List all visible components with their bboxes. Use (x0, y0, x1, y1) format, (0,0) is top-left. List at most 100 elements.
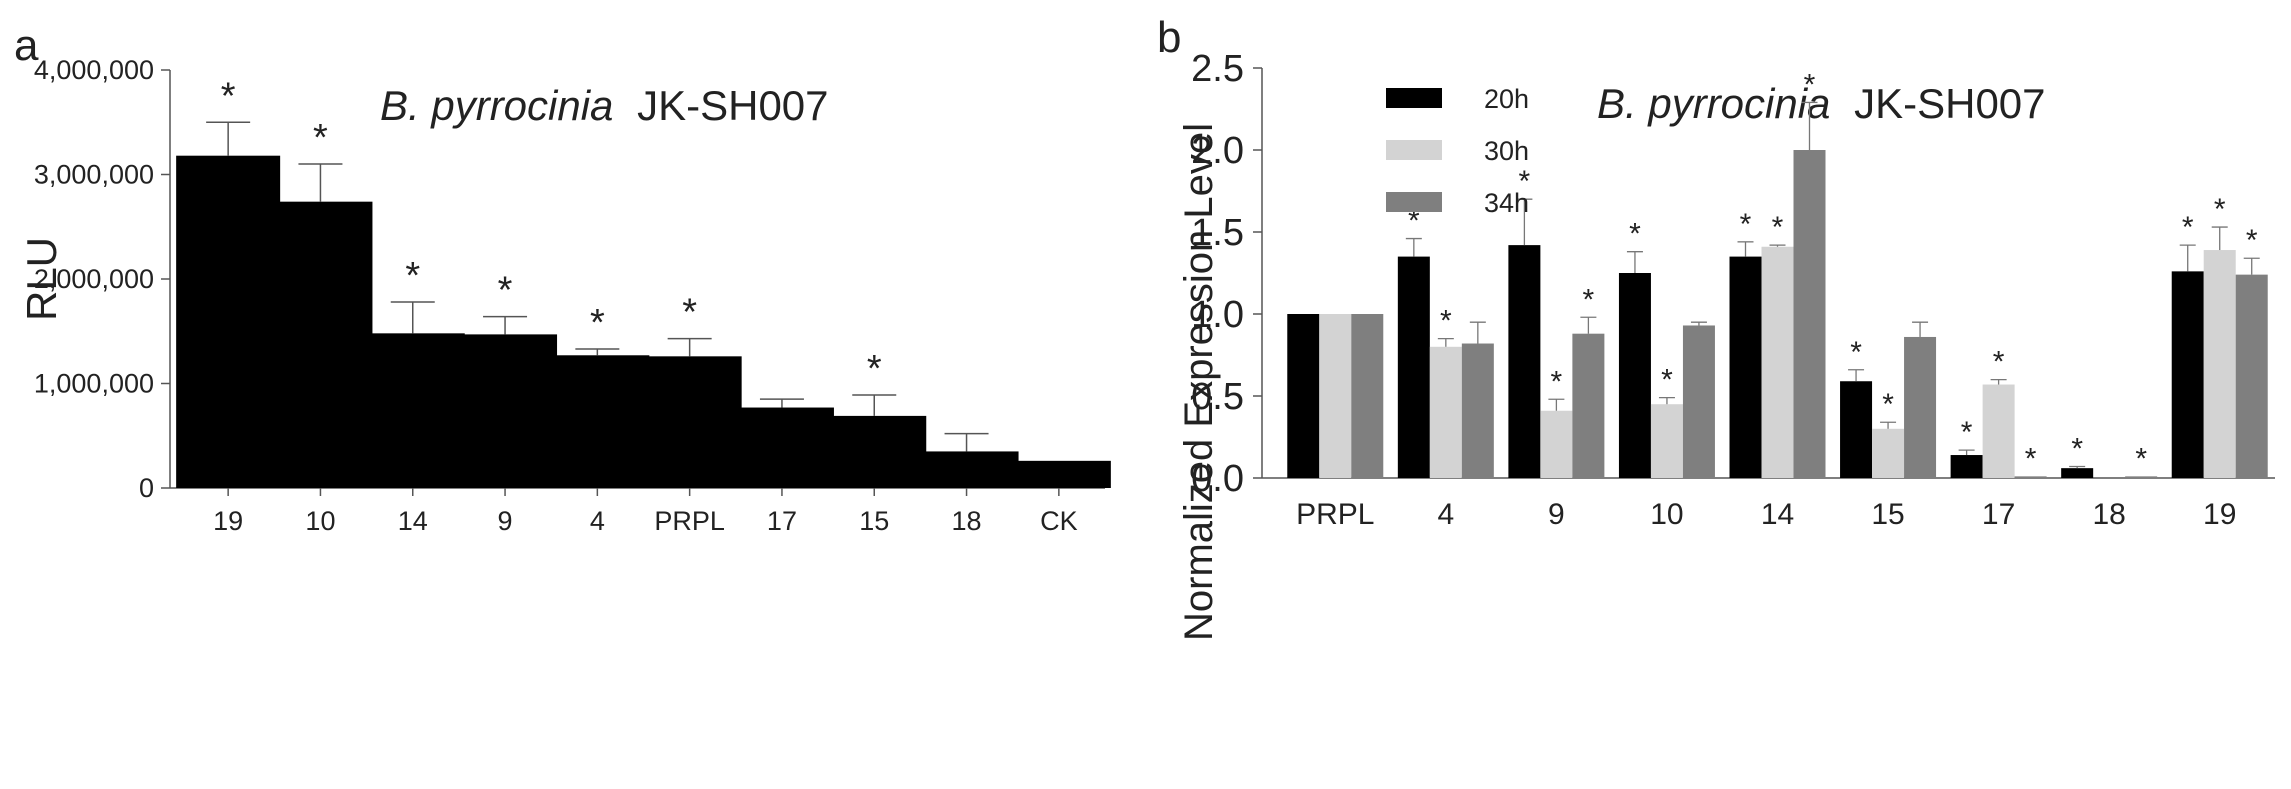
chart-b-significance-marker: * (1804, 68, 1816, 101)
chart-b-significance-marker: * (1408, 205, 1420, 238)
chart-a-significance-marker: * (682, 292, 697, 334)
chart-b-bar-34h (1904, 336, 1937, 478)
chart-b-x-tick-label: 19 (2203, 498, 2236, 531)
chart-b-legend-label: 20h (1484, 84, 1529, 114)
chart-a-x-tick-label: 15 (859, 506, 889, 536)
chart-a-bar (453, 334, 558, 488)
chart-b-significance-marker: * (2246, 224, 2258, 257)
chart-a-y-tick-label: 3,000,000 (34, 160, 154, 190)
chart-b-bar-34h (1461, 343, 1494, 478)
chart-b-title-italic: B. pyrrocinia (1597, 80, 1830, 127)
chart-a-significance-marker: * (867, 348, 882, 390)
chart-b-bar-30h (1319, 314, 1352, 478)
chart-b-significance-marker: * (1661, 364, 1673, 397)
chart-a-bar (360, 333, 465, 488)
chart-b-significance-marker: * (1629, 218, 1641, 251)
chart-b-legend-swatch-34h (1386, 192, 1442, 212)
chart-b-bar-30h (1761, 246, 1794, 478)
chart-b-bar-34h (1682, 325, 1715, 478)
chart-b-significance-marker: * (2135, 442, 2147, 475)
chart-b-bar-30h (1429, 346, 1462, 478)
chart-a-x-tick-label: 14 (398, 506, 428, 536)
chart-a-bar (1006, 460, 1111, 488)
chart-a-title-italic: B. pyrrocinia (380, 82, 613, 129)
chart-b-significance-marker: * (2214, 193, 2226, 226)
chart-b-bar-34h (2014, 476, 2047, 478)
chart-a-bar (822, 415, 927, 488)
chart-a-y-tick-label: 1,000,000 (34, 369, 154, 399)
chart-b-legend-swatch-20h (1386, 88, 1442, 108)
chart-a-bar (914, 451, 1019, 488)
chart-b-bar-34h (2125, 476, 2158, 478)
chart-a-x-tick-label: 18 (952, 506, 982, 536)
chart-b-y-tick-label: 1.5 (1191, 212, 1244, 254)
chart-b-x-tick-label: 18 (2092, 498, 2125, 531)
chart-a-bar (729, 407, 834, 488)
chart-b-significance-marker: * (1993, 346, 2005, 379)
chart-b-bar-20h (2061, 468, 2094, 478)
chart-b-significance-marker: * (1583, 283, 1595, 316)
chart-b-legend-swatch-30h (1386, 140, 1442, 160)
chart-a-x-tick-label: 10 (305, 506, 335, 536)
chart-b-x-tick-label: 10 (1650, 498, 1683, 531)
chart-a-significance-marker: * (221, 75, 236, 117)
chart-b-x-tick-label: 9 (1548, 498, 1565, 531)
chart-a-ticks: 0 1,000,000 2,000,000 3,000,000 4,000,000 19 1… (34, 55, 1078, 536)
panel-label-b: b (1157, 13, 1181, 62)
chart-b-title-rest: JK-SH007 (1854, 80, 2045, 127)
chart-b-bar-30h (2203, 250, 2236, 478)
chart-b-ticks: 0.0 0.5 1.0 1.5 2.0 2.5 PRPL 4 9 10 14 15 17 18 19 (1191, 48, 2236, 531)
chart-b-x-tick-label: PRPL (1296, 498, 1374, 531)
chart-b-x-tick-label: 17 (1982, 498, 2015, 531)
chart-a-significance-marker: * (498, 270, 513, 312)
chart-a-bars: * * * * * * * (176, 75, 1111, 489)
chart-b-bar-34h (2235, 274, 2268, 478)
chart-b-bar-30h (1650, 404, 1683, 478)
chart-b-bar-30h (1872, 428, 1905, 478)
chart-b-bar-30h (1540, 410, 1573, 478)
chart-b-x-tick-label: 15 (1871, 498, 1904, 531)
chart-b-significance-marker: * (1961, 416, 1973, 449)
chart-b-title: B. pyrrocinia JK-SH007 (1597, 80, 2046, 127)
chart-a-title: B. pyrrocinia JK-SH007 (380, 82, 829, 129)
chart-b-significance-marker: * (1882, 388, 1894, 421)
chart-b-significance-marker: * (1772, 211, 1784, 244)
chart-a-x-tick-label: 9 (498, 506, 513, 536)
chart-b-x-tick-label: 14 (1761, 498, 1794, 531)
chart-b-significance-marker: * (1740, 208, 1752, 241)
chart-b-y-tick-label: 1.0 (1191, 294, 1244, 336)
chart-b-y-tick-label: 2.5 (1191, 48, 1244, 90)
chart-a-x-tick-label: 4 (590, 506, 605, 536)
chart-b-legend: 20h 30h 34h (1386, 84, 1529, 218)
chart-b-bar-20h (1840, 381, 1873, 478)
chart-b-y-tick-label: 0.5 (1191, 376, 1244, 418)
chart-b-bar-30h (1982, 384, 2015, 478)
chart-b-bars: * * * * * * * * * * * * * * * * * * * * (1287, 68, 2268, 478)
chart-a-bar (268, 201, 373, 489)
chart-a-title-rest: JK-SH007 (637, 82, 828, 129)
chart-b-significance-marker: * (2025, 442, 2037, 475)
chart-b-ylabel: Normalized Expression Level (1177, 123, 1221, 641)
chart-b-y-tick-label: 2.0 (1191, 130, 1244, 172)
chart-b-bar-20h (1508, 245, 1541, 478)
chart-b-significance-marker: * (2182, 211, 2194, 244)
chart-b-bar-20h (1397, 256, 1430, 478)
chart-b-bar-34h (1351, 314, 1384, 478)
chart-a-ylabel: RLU (18, 237, 65, 321)
chart-b-bar-20h (2171, 271, 2204, 478)
chart-a-x-tick-label: 17 (767, 506, 797, 536)
chart-b-bar-34h (1572, 333, 1605, 478)
chart-b-bar-34h (1793, 150, 1826, 478)
chart-a-bar (637, 356, 742, 488)
chart-a-y-tick-label: 2,000,000 (34, 264, 154, 294)
chart-a-bar (176, 155, 281, 488)
chart-b-bar-20h (1618, 273, 1651, 478)
chart-b-significance-marker: * (1551, 365, 1563, 398)
chart-b-significance-marker: * (1519, 165, 1531, 198)
chart-a-y-tick-label: 0 (139, 473, 154, 503)
panel-label-a: a (14, 21, 39, 70)
chart-b-x-tick-label: 4 (1437, 498, 1454, 531)
chart-b-y-tick-label: 0.0 (1191, 458, 1244, 500)
chart-a-x-tick-label: CK (1040, 506, 1078, 536)
